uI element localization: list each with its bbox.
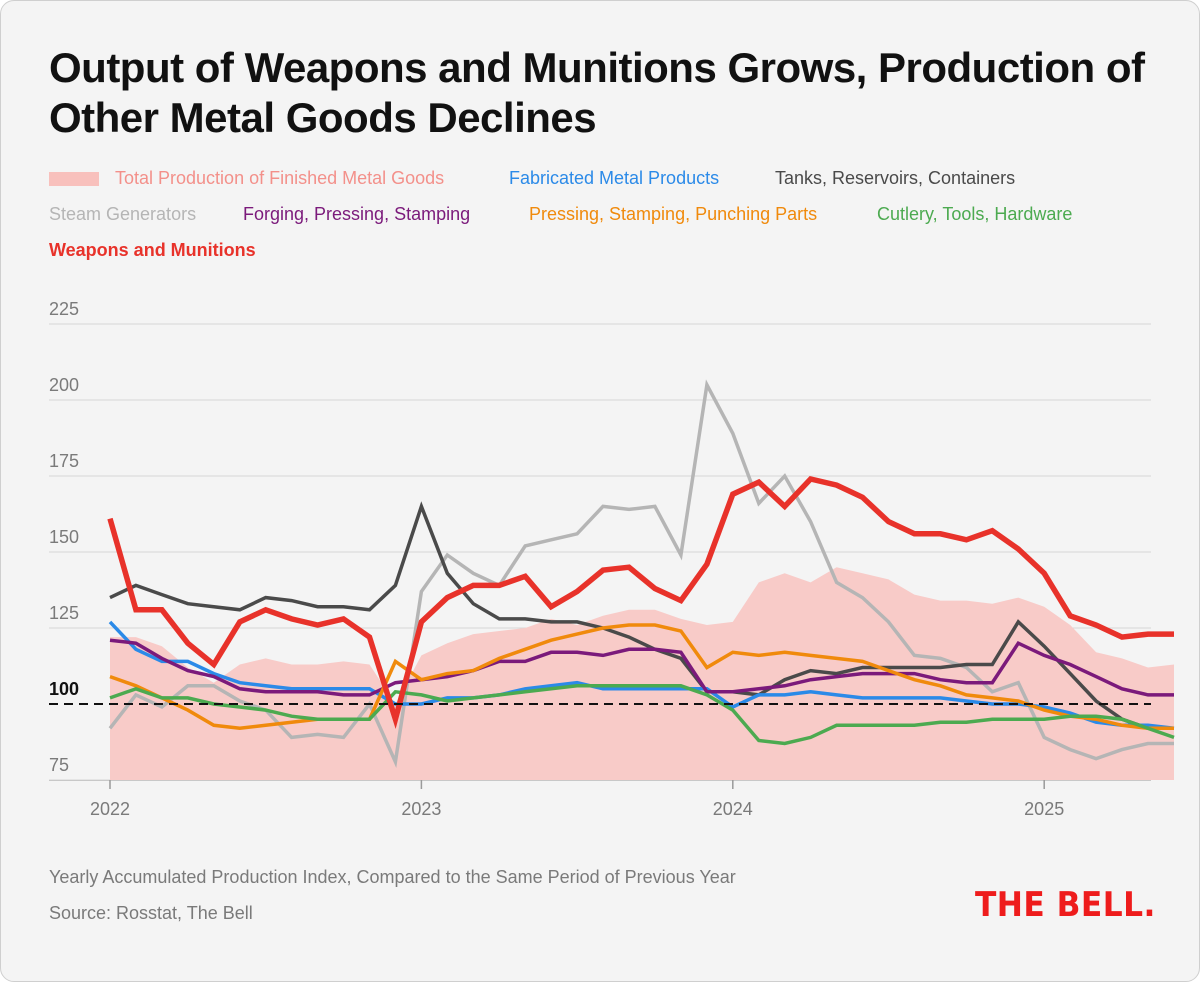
source-note: Source: Rosstat, The Bell [49,903,253,923]
y-tick-label-75: 75 [49,755,69,775]
series-line-tanks-reservoirs-containers [109,501,1174,731]
legend-label-tanks: Tanks, Reservoirs, Containers [775,168,1016,188]
legend-label-cutlery: Cutlery, Tools, Hardware [877,204,1073,224]
legend-row-3: Weapons and Munitions [49,237,1159,273]
legend-label-total: Total Production of Finished Metal Goods [115,168,445,188]
legend-row-1: Total Production of Finished Metal Goods… [49,165,1159,201]
y-tick-label-125: 125 [49,603,79,623]
legend-label-weapons: Weapons and Munitions [49,240,256,260]
legend-label-forging: Forging, Pressing, Stamping [243,204,471,224]
legend-label-fabricated: Fabricated Metal Products [509,168,720,188]
chart-title: Output of Weapons and Munitions Grows, P… [49,44,1145,141]
the-bell-logo: THE BELL. [975,885,1156,925]
y-tick-label-100: 100 [49,679,79,699]
footnote: Yearly Accumulated Production Index, Com… [49,867,736,887]
x-tick-label-2023: 2023 [401,799,441,819]
legend-label-pressing: Pressing, Stamping, Punching Parts [529,204,818,224]
series-line-forging-pressing-stamping [109,638,1174,697]
legend-row-2: Steam Generators Forging, Pressing, Stam… [49,201,1159,237]
legend-label-steam: Steam Generators [49,204,197,224]
series-line-cutlery-tools-hardware [109,684,1175,746]
y-tick-label-200: 200 [49,375,79,395]
y-tick-label-150: 150 [49,527,79,547]
y-tick-label-175: 175 [49,451,79,471]
x-tick-label-2024: 2024 [713,799,753,819]
legend-swatch-total [49,172,99,186]
y-tick-label-225: 225 [49,299,79,319]
x-tick-label-2022: 2022 [90,799,130,819]
series-line-weapons-and-munitions [107,475,1174,730]
series-line-pressing-stamping-punching-parts [109,623,1174,731]
legend: Total Production of Finished Metal Goods… [49,165,1159,273]
series-line-steam-generators [108,379,1174,768]
x-tick-label-2025: 2025 [1024,799,1064,819]
